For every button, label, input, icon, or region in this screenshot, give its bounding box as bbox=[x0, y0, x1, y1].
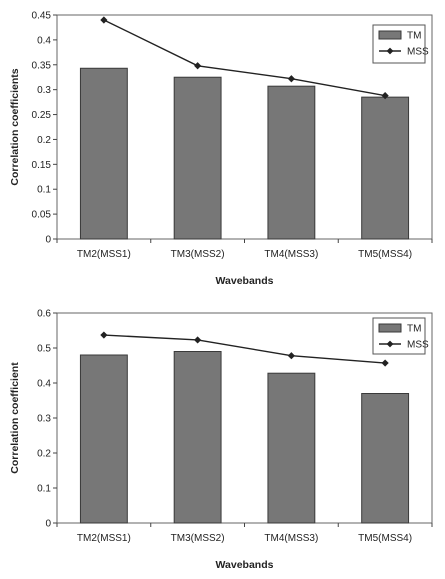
x-tick-label: TM2(MSS1) bbox=[77, 249, 131, 260]
legend-swatch-tm bbox=[378, 323, 402, 333]
bar-tm-3 bbox=[361, 393, 410, 524]
y-tick-label: 0.3 bbox=[37, 414, 51, 425]
bar-tm-2 bbox=[267, 372, 316, 524]
y-tick-label: 0.05 bbox=[32, 210, 52, 221]
point-mss-3 bbox=[381, 359, 389, 367]
point-mss-2 bbox=[287, 352, 295, 360]
y-tick-label: 0 bbox=[45, 235, 51, 246]
legend-swatch-tm bbox=[378, 30, 402, 40]
y-tick-label: 0.25 bbox=[32, 110, 52, 121]
y-tick-label: 0.5 bbox=[37, 344, 51, 355]
x-axis-title: Wavebands bbox=[216, 275, 274, 287]
bar-tm-2 bbox=[267, 85, 316, 240]
point-mss-1 bbox=[194, 62, 202, 70]
x-tick-label: TM4(MSS3) bbox=[264, 533, 318, 544]
y-tick-label: 0.4 bbox=[37, 35, 51, 46]
y-tick-label: 0.3 bbox=[37, 85, 51, 96]
bar-tm-0 bbox=[79, 354, 128, 524]
point-mss-2 bbox=[287, 75, 295, 83]
bar-tm-1 bbox=[173, 76, 222, 240]
y-axis-title: Correlation coefficient bbox=[9, 362, 21, 474]
legend-swatch-mss-marker bbox=[386, 340, 394, 348]
x-tick-label: TM5(MSS4) bbox=[358, 533, 412, 544]
legend-label-tm: TM bbox=[407, 324, 421, 335]
y-tick-label: 0.4 bbox=[37, 379, 51, 390]
y-tick-label: 0 bbox=[45, 519, 51, 530]
line-mss bbox=[103, 334, 386, 364]
point-mss-0 bbox=[100, 16, 108, 24]
chart-bottom: 0 0.1 0.2 0.3 0.4 0.5 0.6 TM2(MSS1) TM3(MSS2) TM4… bbox=[0, 300, 445, 579]
point-mss-1 bbox=[194, 336, 202, 344]
line-mss bbox=[103, 19, 386, 97]
legend-label-mss: MSS bbox=[407, 47, 429, 58]
bar-tm-3 bbox=[361, 96, 410, 240]
legend-label-mss: MSS bbox=[407, 340, 429, 351]
y-tick-label: 0.2 bbox=[37, 449, 51, 460]
legend-label-tm: TM bbox=[407, 31, 421, 42]
x-tick-label: TM5(MSS4) bbox=[358, 249, 412, 260]
y-tick-label: 0.1 bbox=[37, 484, 51, 495]
x-tick-label: TM3(MSS2) bbox=[171, 249, 225, 260]
x-tick-label: TM2(MSS1) bbox=[77, 533, 131, 544]
x-tick-label: TM4(MSS3) bbox=[264, 249, 318, 260]
bar-tm-0 bbox=[79, 67, 128, 240]
y-axis-title: Correlation coefficients bbox=[9, 68, 21, 185]
chart-bottom-svg: 0 0.1 0.2 0.3 0.4 0.5 0.6 TM2(MSS1) TM3(MSS2) TM4… bbox=[9, 309, 433, 571]
x-axis-title: Wavebands bbox=[216, 559, 274, 571]
y-tick-label: 0.15 bbox=[32, 160, 52, 171]
legend-swatch-mss-marker bbox=[386, 47, 394, 55]
y-tick-label: 0.35 bbox=[32, 60, 52, 71]
chart-top-svg: 0 0.05 0.1 0.15 0.2 0.25 0.3 0.35 0.4 0.45 TM2(MSS… bbox=[9, 11, 433, 287]
bar-tm-1 bbox=[173, 351, 222, 524]
y-tick-label: 0.1 bbox=[37, 185, 51, 196]
y-tick-label: 0.6 bbox=[37, 309, 51, 320]
point-mss-3 bbox=[381, 92, 389, 100]
x-tick-label: TM3(MSS2) bbox=[171, 533, 225, 544]
chart-top: 0 0.05 0.1 0.15 0.2 0.25 0.3 0.35 0.4 0.45 TM2(MSS… bbox=[9, 11, 433, 287]
y-tick-label: 0.45 bbox=[32, 11, 52, 22]
y-tick-label: 0.2 bbox=[37, 135, 51, 146]
point-mss-0 bbox=[100, 331, 108, 339]
